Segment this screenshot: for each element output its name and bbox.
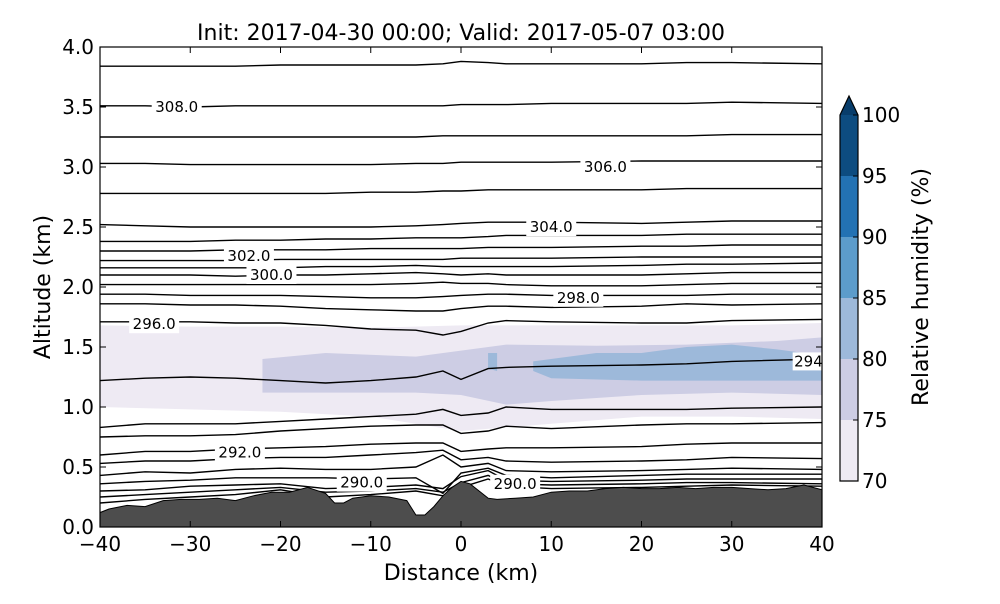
colorbar-tick-label: 70 [862, 469, 887, 493]
contour-label-bg [526, 218, 577, 236]
y-tick-label: 0.5 [62, 455, 94, 479]
contour-label: 308.0 [155, 98, 198, 116]
x-axis-label: Distance (km) [384, 561, 539, 586]
isentrope-line-11 [100, 303, 822, 312]
contour-label-bg [223, 246, 274, 265]
isentrope-line-20 [100, 187, 822, 195]
isentrope-line-7 [100, 421, 822, 438]
isentrope-line-17 [100, 244, 822, 252]
isentrope-line-2 [100, 469, 822, 492]
isentrope-line-4 [100, 454, 822, 477]
isentrope-line-8 [100, 406, 822, 429]
isentrope-line-16 [100, 256, 822, 262]
x-tick-label: 0 [455, 532, 468, 556]
y-tick-label: 3.0 [62, 155, 94, 179]
y-tick-label: 2.5 [62, 215, 94, 239]
x-tick-label: −20 [259, 532, 301, 556]
colorbar-segment [840, 420, 858, 481]
plot-area: 308.0306.0304.0302.0300.0298.0296.029429… [62, 35, 835, 556]
contour-label: 294 [794, 352, 823, 370]
isentrope-line-9 [100, 358, 822, 384]
chart-title: Init: 2017-04-30 00:00; Valid: 2017-05-0… [197, 21, 725, 46]
contour-label-bg [129, 315, 180, 334]
contour-label: 296.0 [133, 315, 176, 333]
rh-region-80-85 [533, 344, 822, 381]
contour-label-bg [214, 443, 265, 462]
colorbar-tick-label: 100 [862, 103, 900, 127]
isentrope-line-5 [100, 449, 822, 465]
rh-region-80-85 [488, 353, 498, 371]
colorbar-label: Relative humidity (%) [909, 168, 934, 406]
colorbar-tick-label: 85 [862, 286, 887, 310]
isentrope-line-14 [100, 271, 822, 277]
y-tick-label: 2.0 [62, 275, 94, 299]
contour-label-bg [246, 266, 297, 284]
contour-label-bg [490, 474, 541, 493]
contour-label: 290.0 [494, 475, 537, 493]
x-tick-label: 10 [539, 532, 564, 556]
contour-label: 302.0 [227, 247, 270, 265]
y-tick-label: 4.0 [62, 35, 94, 59]
x-tick-label: −30 [169, 532, 211, 556]
colorbar-segment [840, 237, 858, 298]
terrain [100, 480, 822, 527]
contour-label: 290.0 [340, 474, 383, 492]
y-axis-label: Altitude (km) [31, 215, 56, 359]
colorbar-extend-arrow [840, 96, 858, 115]
contour-label-bg [151, 98, 202, 116]
x-tick-label: −10 [350, 532, 392, 556]
contour-label: 298.0 [557, 289, 600, 307]
x-tick-label: 20 [629, 532, 654, 556]
x-tick-label: −40 [79, 532, 121, 556]
x-tick-label: 30 [719, 532, 744, 556]
contour-label: 306.0 [584, 158, 627, 176]
isentrope-line-3 [100, 467, 822, 495]
y-tick-label: 3.5 [62, 95, 94, 119]
y-tick-label: 0.0 [62, 515, 94, 539]
isentrope-line-6 [100, 442, 822, 456]
isentrope-line-12 [100, 293, 822, 299]
colorbar: 70 75 80 85 90 95 100 [839, 94, 900, 493]
colorbar-segment [840, 359, 858, 420]
x-tick-label: 40 [809, 532, 834, 556]
contour-label-bg [553, 288, 604, 307]
isentrope-line-22 [100, 133, 822, 138]
colorbar-tick-label: 75 [862, 408, 887, 432]
isentrope-line-10 [100, 318, 822, 336]
colorbar-segment [840, 115, 858, 176]
colorbar-segment [840, 176, 858, 237]
y-tick-label: 1.0 [62, 395, 94, 419]
y-tick-label: 1.5 [62, 335, 94, 359]
plot-frame [99, 46, 823, 528]
colorbar-tick-label: 80 [862, 347, 887, 371]
colorbar-segment [840, 298, 858, 359]
isentrope-line-1 [100, 474, 822, 498]
contour-label-bg [336, 473, 387, 492]
contour-label-bg [580, 158, 631, 176]
contour-label-bg [792, 352, 822, 371]
isentrope-line-21 [100, 160, 822, 166]
isentrope-line-18 [100, 233, 822, 243]
isentrope-line-13 [100, 281, 822, 287]
contour-label: 300.0 [250, 266, 293, 284]
colorbar-tick-label: 90 [862, 225, 887, 249]
isentrope-line-19 [100, 220, 822, 228]
contour-label: 292.0 [218, 444, 261, 462]
contour-label: 304.0 [530, 218, 573, 236]
colorbar-tick-label: 95 [862, 164, 887, 188]
isentrope-line-15 [100, 262, 822, 269]
isentrope-line-24 [100, 60, 822, 67]
isentrope-line-23 [100, 101, 822, 108]
